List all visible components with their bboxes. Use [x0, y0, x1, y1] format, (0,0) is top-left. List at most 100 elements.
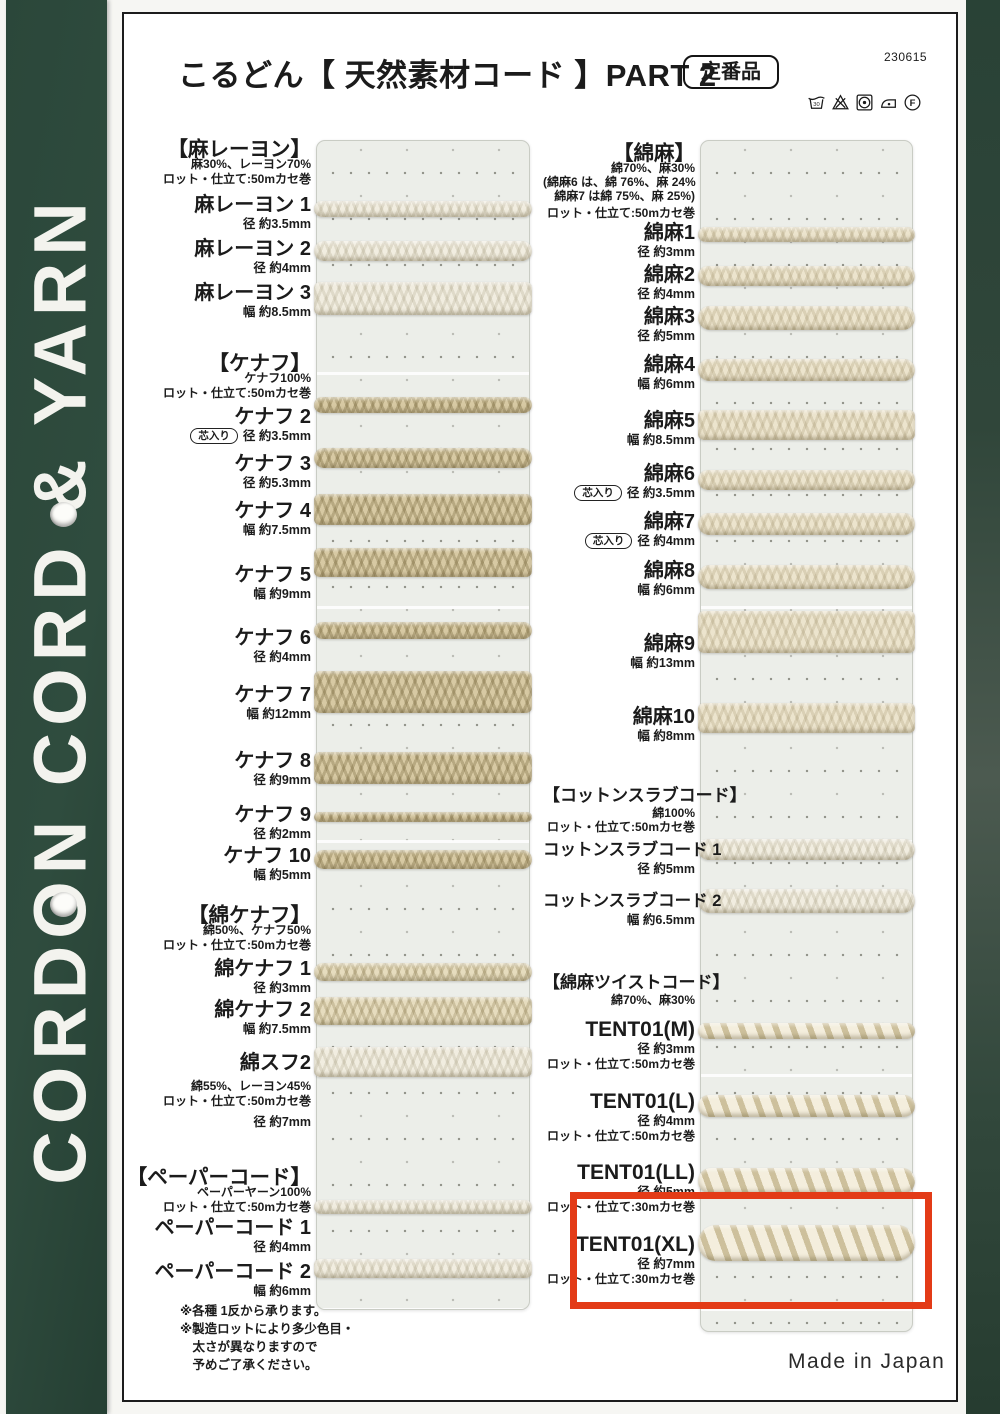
right-edge-strip: [966, 0, 1000, 1414]
left-green-banner: CORDON CORD & YARN: [6, 0, 107, 1414]
cord-kenaf-2: [314, 397, 532, 413]
item-tent01-ll: TENT01(LL) 径 約5mm ロット・仕立て:30mカセ巻: [546, 1161, 695, 1215]
item-cotton-linen-2: 綿麻2 径 約4mm: [637, 264, 695, 301]
item-tent01-xl: TENT01(XL) 径 約7mm ロット・仕立て:30mカセ巻: [546, 1233, 695, 1287]
item-cotton-kenaf-2: 綿ケナフ 2 幅 約7.5mm: [214, 999, 311, 1036]
cord-cotton-linen-1: [698, 227, 915, 242]
item-paper-2: ペーパーコード 2 幅 約6mm: [154, 1261, 311, 1298]
item-cotton-linen-4: 綿麻4 幅 約6mm: [637, 354, 695, 391]
section-notes-cotton-kenaf: 綿50%、ケナフ50% ロット・仕立て:50mカセ巻: [162, 923, 311, 952]
cord-slub-1: [698, 839, 915, 860]
cord-paper-1: [314, 1200, 532, 1214]
item-kenaf-2: ケナフ 2 芯入り径 約3.5mm: [126, 406, 311, 444]
item-kenaf-3: ケナフ 3 径 約5.3mm: [234, 453, 311, 490]
item-cotton-kenaf-1: 綿ケナフ 1 径 約3mm: [214, 958, 311, 995]
cord-kenaf-7: [314, 671, 532, 713]
section-notes-asarayon: 麻30%、レーヨン70% ロット・仕立て:50mカセ巻: [162, 157, 311, 186]
cord-cotton-linen-10: [698, 703, 915, 733]
section-head-kenaf: 【ケナフ】: [208, 352, 312, 375]
item-kenaf-9: ケナフ 9 径 約2mm: [234, 804, 311, 841]
cord-cotton-kenaf-1: [314, 963, 532, 981]
section-head-cotton-kenaf: 【綿ケナフ】: [188, 904, 311, 927]
cord-kenaf-10: [314, 850, 532, 869]
section-head-twist: 【綿麻ツイストコード】: [543, 973, 730, 992]
cord-tent01-l: [698, 1095, 915, 1117]
cord-kenaf-9: [314, 812, 532, 822]
section-notes-cotton-linen: 綿70%、麻30% (綿麻6 は、綿 76%、麻 24% 綿麻7 は綿 75%、…: [543, 161, 696, 220]
cord-kenaf-3: [314, 448, 532, 468]
wash-tub-icon: 30: [806, 92, 827, 113]
date-code: 230615: [884, 50, 928, 64]
punch-hole: [50, 892, 77, 917]
item-cotton-linen-6: 綿麻6 芯入り径 約3.5mm: [543, 463, 695, 501]
item-cotton-linen-7: 綿麻7 芯入り径 約4mm: [543, 511, 695, 549]
item-asarayon-2: 麻レーヨン 2 径 約4mm: [194, 238, 311, 275]
cord-paper-2: [314, 1259, 532, 1278]
cord-tent01-m: [698, 1023, 915, 1039]
core-badge: 芯入り: [190, 428, 238, 444]
section-notes-twist: 綿70%、麻30%: [610, 993, 695, 1007]
section-notes-slub: 綿100% ロット・仕立て:50mカセ巻: [546, 806, 695, 834]
iron-icon: [878, 92, 899, 113]
sample-panel-right: [698, 140, 915, 1332]
cord-kenaf-6: [314, 622, 532, 639]
made-in-label: Made in Japan: [788, 1350, 946, 1373]
cord-cotton-kenaf-2: [314, 997, 532, 1025]
cord-asarayon-2: [314, 241, 532, 261]
section-notes-paper: ペーパーヤーン100% ロット・仕立て:50mカセ巻: [162, 1185, 311, 1214]
punch-hole: [50, 502, 77, 527]
svg-text:30: 30: [813, 102, 819, 108]
cord-cotton-linen-5: [698, 410, 915, 440]
cord-kenaf-8: [314, 752, 532, 784]
section-notes-kenaf: ケナフ100% ロット・仕立て:50mカセ巻: [162, 371, 311, 400]
item-kenaf-8: ケナフ 8 径 約9mm: [234, 750, 311, 787]
item-paper-1: ペーパーコード 1 径 約4mm: [154, 1217, 311, 1254]
cord-asarayon-1: [314, 201, 532, 217]
item-kenaf-10: ケナフ 10 幅 約5mm: [223, 845, 311, 882]
item-kenaf-5: ケナフ 5 幅 約9mm: [234, 564, 311, 601]
core-badge: 芯入り: [584, 533, 633, 549]
item-cotton-sf-2: 綿スフ2 綿55%、レーヨン45% ロット・仕立て:50mカセ巻 径 約7mm: [162, 1052, 311, 1129]
item-cotton-linen-5: 綿麻5 幅 約8.5mm: [626, 410, 695, 447]
cord-tent01-xl: [698, 1225, 915, 1261]
item-cotton-linen-8: 綿麻8 幅 約6mm: [637, 560, 695, 597]
sample-panel-left: [314, 140, 532, 1310]
item-cotton-linen-1: 綿麻1 径 約3mm: [637, 222, 695, 259]
section-head-paper: 【ペーパーコード】: [126, 1166, 311, 1189]
item-asarayon-3: 麻レーヨン 3 幅 約8.5mm: [194, 282, 311, 319]
item-cotton-linen-10: 綿麻10 幅 約8mm: [632, 706, 695, 743]
cord-cotton-linen-3: [698, 306, 915, 330]
brand-vertical-text: CORDON CORD & YARN: [18, 195, 102, 1185]
do-not-bleach-icon: [830, 92, 851, 113]
dry-clean-icon: F: [902, 92, 923, 113]
tumble-dry-icon: [854, 92, 875, 113]
cord-cotton-linen-6: [698, 470, 915, 490]
cord-cotton-linen-4: [698, 359, 915, 381]
item-kenaf-6: ケナフ 6 径 約4mm: [234, 627, 311, 664]
item-kenaf-4: ケナフ 4 幅 約7.5mm: [234, 500, 311, 537]
cord-kenaf-4: [314, 494, 532, 525]
item-cotton-linen-9: 綿麻9 幅 約13mm: [630, 633, 695, 670]
section-head-cotton-linen: 【綿麻】: [613, 142, 695, 165]
item-kenaf-7: ケナフ 7 幅 約12mm: [234, 684, 311, 721]
item-tent01-l: TENT01(L) 径 約4mm ロット・仕立て:50mカセ巻: [546, 1090, 695, 1144]
item-slub-2: コットンスラブコード 2 幅 約6.5mm: [543, 892, 722, 927]
cord-cotton-sf-2: [314, 1047, 532, 1077]
item-slub-1: コットンスラブコード 1 径 約5mm: [543, 841, 722, 876]
item-tent01-m: TENT01(M) 径 約3mm ロット・仕立て:50mカセ巻: [546, 1018, 695, 1072]
core-badge: 芯入り: [574, 485, 622, 501]
section-head-slub: 【コットンスラブコード】: [543, 786, 747, 805]
standard-item-badge: 定番品: [683, 55, 779, 89]
cord-slub-2: [698, 889, 915, 913]
cord-cotton-linen-9: [698, 611, 915, 653]
svg-text:F: F: [910, 98, 916, 109]
footnotes: ※各種 1反から承ります。 ※製造ロットにより多少色目・ 太さが異なりますので …: [180, 1304, 355, 1372]
cord-kenaf-5: [314, 548, 532, 577]
item-asarayon-1: 麻レーヨン 1 径 約3.5mm: [194, 194, 311, 231]
cord-cotton-linen-2: [698, 266, 915, 286]
cord-tent01-ll: [698, 1168, 915, 1194]
cord-asarayon-3: [314, 282, 532, 315]
cord-cotton-linen-7: [698, 513, 915, 535]
care-symbols-row: 30 F: [806, 92, 923, 113]
